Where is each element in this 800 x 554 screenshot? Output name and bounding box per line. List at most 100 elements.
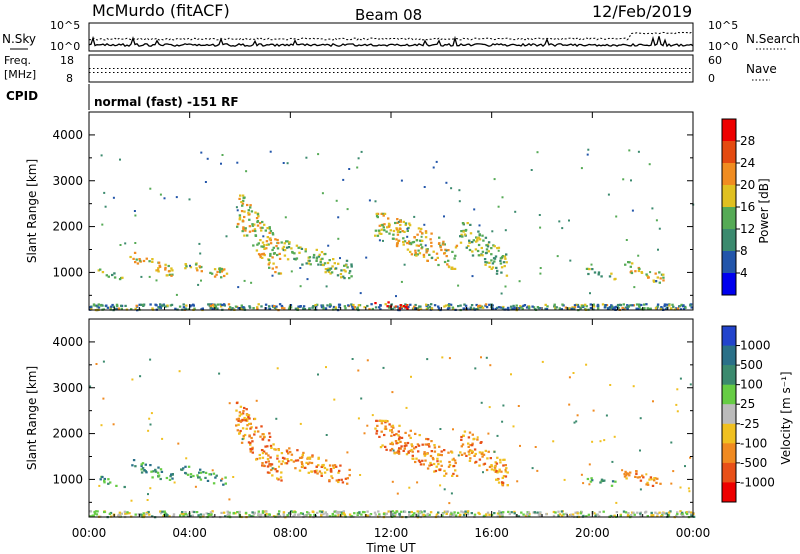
echo-cell xyxy=(665,512,668,515)
echo-cell xyxy=(493,450,496,453)
echo-cell xyxy=(246,424,249,427)
echo-cell xyxy=(443,252,446,255)
echo-cell xyxy=(251,511,254,514)
echo-cell xyxy=(380,422,384,425)
echo-cell xyxy=(323,262,327,265)
echo-cell xyxy=(395,243,399,246)
echo-cell xyxy=(290,270,293,273)
echo-cell xyxy=(570,513,573,516)
echo-cell xyxy=(182,303,185,306)
echo-cell xyxy=(267,439,271,442)
echo-cell xyxy=(415,513,419,516)
echo-cell xyxy=(219,303,222,306)
echo-cell xyxy=(315,305,318,308)
echo-cell xyxy=(405,306,408,309)
echo-cell xyxy=(163,197,166,200)
echo-cell xyxy=(494,307,497,311)
echo-cell xyxy=(366,424,369,427)
echo-cell xyxy=(175,293,178,296)
echo-cell xyxy=(606,307,610,310)
echo-cell xyxy=(278,514,282,518)
echo-cell xyxy=(113,276,117,279)
echo-cell xyxy=(206,479,210,482)
echo-cell xyxy=(312,253,316,257)
echo-cell xyxy=(509,305,513,308)
echo-cell xyxy=(532,306,536,309)
echo-cell xyxy=(637,269,641,273)
x-tick-label: 08:00 xyxy=(273,526,308,540)
echo-cell xyxy=(275,266,278,269)
echo-cell xyxy=(374,513,377,516)
echo-cell xyxy=(218,269,222,272)
echo-cell xyxy=(262,464,265,467)
echo-cell xyxy=(101,223,104,226)
echo-cell xyxy=(394,440,398,443)
echo-cell xyxy=(622,178,625,181)
echo-cell xyxy=(512,304,515,307)
echo-cell xyxy=(246,234,249,237)
echo-cell xyxy=(499,513,502,516)
echo-cell xyxy=(408,511,411,514)
echo-cell xyxy=(109,481,112,484)
echo-cell xyxy=(263,244,266,247)
echo-cell xyxy=(445,255,448,258)
echo-cell xyxy=(148,260,151,263)
echo-cell xyxy=(462,307,465,310)
echo-cell xyxy=(272,246,275,249)
echo-cell xyxy=(392,449,395,452)
echo-cell xyxy=(101,475,104,479)
echo-cell xyxy=(387,222,391,225)
echo-cell xyxy=(345,259,349,262)
echo-cell xyxy=(306,511,309,514)
echo-cell xyxy=(473,454,476,457)
echo-cell xyxy=(485,244,488,247)
echo-cell xyxy=(690,514,693,517)
echo-cell xyxy=(494,461,497,464)
echo-cell xyxy=(663,305,666,308)
echo-cell xyxy=(497,470,501,473)
echo-cell xyxy=(284,462,287,465)
echo-cell xyxy=(558,220,561,223)
echo-cell xyxy=(154,470,158,473)
echo-cell xyxy=(650,514,653,517)
noise-right-tick-top: 10^5 xyxy=(708,19,738,32)
echo-cell xyxy=(386,226,389,229)
echo-cell xyxy=(671,303,674,306)
echo-cell xyxy=(240,200,243,204)
echo-cell xyxy=(204,471,208,474)
echo-cell xyxy=(443,243,446,246)
echo-cell xyxy=(426,259,429,262)
echo-cell xyxy=(150,470,153,473)
echo-cell xyxy=(317,255,321,258)
echo-cell xyxy=(289,450,292,454)
echo-cell xyxy=(591,440,594,443)
echo-cell xyxy=(242,306,245,309)
echo-cell xyxy=(428,305,432,309)
echo-cell xyxy=(261,226,264,229)
echo-cell xyxy=(373,511,377,514)
echo-cell xyxy=(485,248,489,251)
echo-cell xyxy=(468,459,472,462)
echo-cell xyxy=(134,214,137,217)
echo-cell xyxy=(325,366,327,369)
echo-cell xyxy=(269,463,272,466)
echo-cell xyxy=(327,244,330,247)
echo-cell xyxy=(513,510,516,513)
echo-cell xyxy=(288,242,291,245)
echo-cell xyxy=(646,483,650,486)
echo-cell xyxy=(408,224,412,227)
echo-cell xyxy=(570,307,573,310)
echo-cell xyxy=(93,510,96,514)
echo-cell xyxy=(654,511,657,514)
echo-cell xyxy=(582,482,585,485)
echo-cell xyxy=(600,480,603,483)
echo-cell xyxy=(269,464,272,467)
echo-cell xyxy=(658,227,661,230)
echo-cell xyxy=(415,244,418,247)
echo-cell xyxy=(181,511,184,514)
echo-cell xyxy=(244,511,248,514)
echo-cell xyxy=(448,306,451,310)
echo-cell xyxy=(435,252,439,255)
echo-cell xyxy=(248,305,251,308)
echo-cell xyxy=(264,461,268,464)
